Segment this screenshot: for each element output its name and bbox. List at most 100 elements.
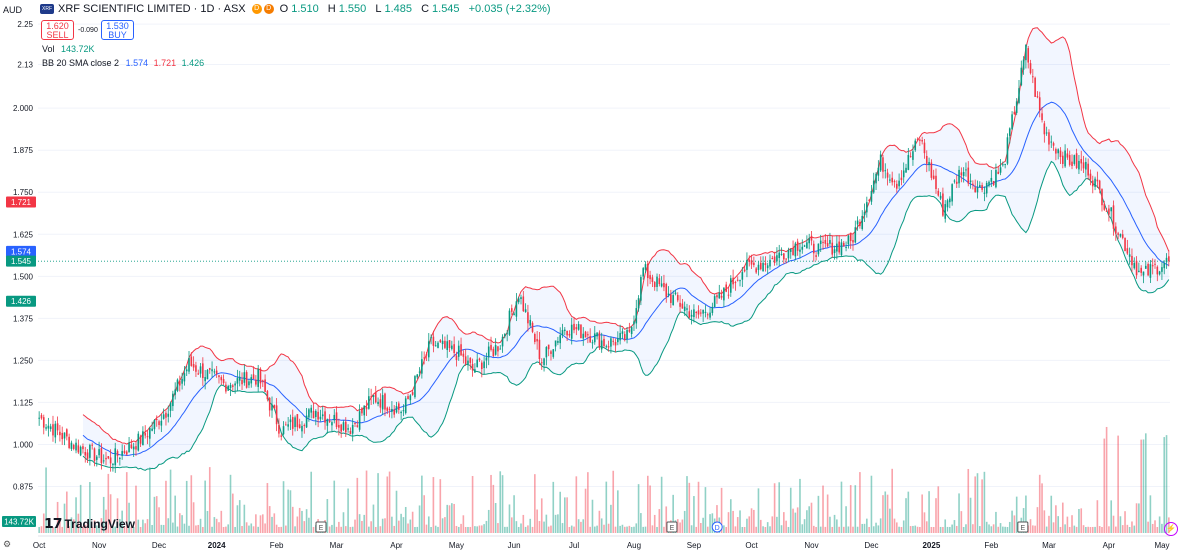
candle [605,344,608,349]
candle-body [1103,203,1106,210]
candle [372,394,375,405]
candle [776,247,778,266]
candle-body [753,262,755,266]
candle [494,338,497,356]
candle [842,240,845,247]
candle-body [1006,137,1009,164]
sell-button[interactable]: 1.620 SELL [41,20,74,40]
volume-indicator-legend[interactable]: Vol 143.72K [42,44,95,54]
candle [441,334,444,350]
candle [119,456,121,466]
candle-body [732,277,734,285]
open-label: O [279,3,289,15]
price-axis-tag: 1.721 [6,196,36,208]
volume-bar [215,518,218,533]
volume-bar [453,503,455,533]
candle-body [351,424,354,434]
currency-label[interactable]: AUD [3,5,23,15]
candle [72,443,75,451]
candle-body [107,456,110,459]
candle [483,356,485,375]
candle-body [536,339,538,342]
candle-body [557,341,559,343]
candle-body [192,364,195,368]
volume-bar [1080,508,1083,533]
buy-button[interactable]: 1.530 BUY [101,20,134,40]
candle [796,238,799,256]
candle [430,334,432,345]
candle [192,356,195,371]
volume-bar [160,524,163,533]
candle-body [935,175,937,190]
candle-body [102,460,105,462]
tradingview-logo[interactable]: 𝟭𝟳 TradingView [44,515,135,532]
volume-bar [384,518,386,533]
candle [107,456,110,460]
event-marker: E [315,521,327,533]
lightning-icon[interactable]: ⚡ [1164,522,1178,536]
candle [686,303,688,317]
candle-body [912,151,914,160]
candle [181,372,183,390]
candles [38,44,1170,473]
bb-basis-line [82,101,1170,457]
volume-bar [351,526,354,533]
volume-bar [70,517,73,533]
volume-bar [75,497,77,533]
volume-bar [305,509,308,533]
candle-body [635,308,638,324]
volume-bar [167,518,170,533]
candle-body [859,221,861,227]
data-badge-icon[interactable]: D [263,4,274,14]
candle [914,138,917,152]
candle [492,346,495,358]
symbol-title[interactable]: XRF XRF SCIENTIFIC LIMITED · 1D · ASX [40,3,246,15]
candle [218,374,220,384]
candle-body [1096,179,1099,182]
volume-bar [884,491,887,533]
candle-body [727,294,730,296]
volume-bar [591,499,594,533]
candle-body [42,417,45,428]
price-tag-text: 1.545 [11,257,32,266]
candle-body [128,442,130,453]
time-axis[interactable]: Oct Nov Dec 2024 Feb Mar Apr May Jun Jul Aug Sep Oct… [33,535,1170,550]
candle-body [905,167,907,173]
candle [176,378,179,393]
candle [900,170,903,186]
candle-body [202,363,204,379]
candle [391,401,393,419]
y-tick-label: 2.13 [17,60,33,69]
candle-body [969,180,972,183]
candle [38,411,40,426]
volume-bar [172,522,174,533]
price-axis-tag: 1.545 [6,255,36,267]
delayed-badge-icon[interactable]: D [251,4,262,14]
candle [610,336,612,354]
volume-bar [1057,516,1059,533]
candle-body [250,377,253,384]
candle [169,401,172,418]
candle [1112,200,1115,236]
settings-gear-icon[interactable]: ⚙ [3,539,12,549]
volume-bar [497,523,499,533]
candle-body [183,373,186,382]
volume-bar [499,471,502,533]
candle [534,332,536,345]
candle-body [153,419,156,430]
price-axis[interactable]: 0.8751.0001.1251.2501.3751.5001.6251.750… [13,20,34,491]
volume-bar [363,514,366,533]
candle [446,334,449,358]
bb-indicator-legend[interactable]: BB 20 SMA close 2 1.574 1.721 1.426 [42,58,204,68]
volume-bar [789,487,792,533]
candle [988,180,990,188]
volume-bar [418,505,421,533]
candle [557,336,559,346]
volume-bar [114,526,117,533]
volume-bar [395,490,398,533]
candle [1018,79,1020,105]
x-tick-label: Dec [152,541,166,550]
volume-bar [734,526,737,533]
